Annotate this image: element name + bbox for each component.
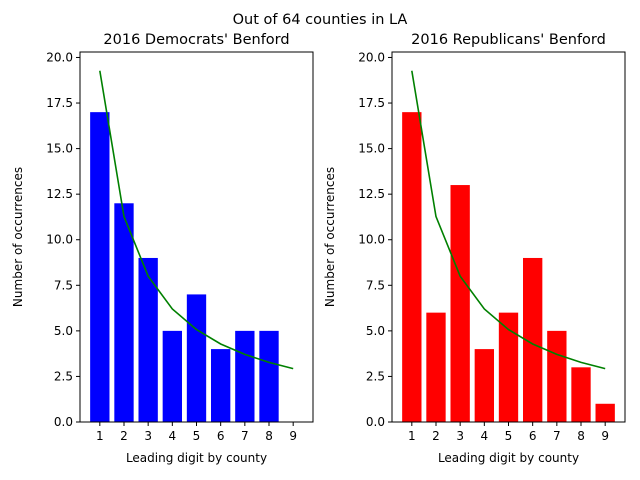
chart-panel-1: 1 2 3 4 5 6 7 8 9 0.0 2.5 5.0 7.5 10.0 12.5 15.0 17.5 20.… — [11, 32, 314, 465]
bar-2 — [114, 203, 134, 422]
x-tick-label: 3 — [456, 429, 464, 443]
y-tick-label: 20.0 — [358, 50, 385, 64]
y-tick-label: 10.0 — [358, 233, 385, 247]
chart-panels: 1 2 3 4 5 6 7 8 90.02.55.07.510.012.515.017.520.… — [11, 32, 626, 465]
bar-3 — [138, 257, 158, 422]
y-tick-label: 12.5 — [358, 187, 385, 201]
x-axis-label: Leading digit by county — [438, 451, 579, 465]
x-tick-label: 1 — [408, 429, 416, 443]
bar-1 — [90, 112, 110, 423]
bar-3 — [450, 185, 470, 422]
y-tick-label: 2.5 — [54, 369, 73, 383]
benford-expected-line — [99, 70, 294, 370]
y-tick-label: 5.0 — [366, 324, 385, 338]
y-tick-label: 7.5 — [366, 278, 385, 292]
y-tick-label: 17.5 — [358, 96, 385, 110]
bar-9 — [595, 403, 615, 422]
y-tick-label: 20.0 — [46, 50, 73, 64]
x-tick-label: 8 — [577, 429, 585, 443]
y-tick-label: 10.0 — [46, 233, 73, 247]
bar-2 — [426, 312, 446, 422]
bar-7 — [547, 330, 567, 422]
bar-4 — [162, 330, 182, 422]
x-tick-label: 6 — [529, 429, 537, 443]
y-tick-label: 0.0 — [54, 415, 73, 429]
y-tick-label: 7.5 — [54, 278, 73, 292]
y-tick-label: 0.0 — [366, 415, 385, 429]
x-tick-label: 4 — [481, 429, 489, 443]
bar-1 — [402, 112, 422, 423]
y-tick-label: 5.0 — [54, 324, 73, 338]
chart-panel-2: 1 2 3 4 5 6 7 8 9 0.0 2.5 5.0 7.5 10.0 12.5 15.0 17.5 20.… — [323, 32, 626, 465]
x-tick-label: 7 — [241, 429, 249, 443]
x-tick-label: 5 — [193, 429, 201, 443]
benford-expected-line — [411, 70, 606, 370]
bar-6 — [211, 349, 231, 422]
x-tick-label: 6 — [217, 429, 225, 443]
bar-6 — [523, 257, 543, 422]
x-tick-label: 2 — [120, 429, 128, 443]
y-axis-label: Number of occurrences — [323, 167, 337, 307]
bar-4 — [474, 349, 494, 422]
x-tick-label: 4 — [169, 429, 177, 443]
y-tick-label: 17.5 — [46, 96, 73, 110]
x-tick-label: 2 — [432, 429, 440, 443]
bar-7 — [235, 330, 255, 422]
bar-5 — [498, 312, 519, 422]
x-tick-label: 1 — [96, 429, 104, 443]
x-tick-label: 7 — [553, 429, 561, 443]
bar-8 — [571, 367, 591, 422]
x-tick-label: 9 — [289, 429, 297, 443]
y-tick-label: 12.5 — [46, 187, 73, 201]
y-tick-label: 15.0 — [46, 142, 73, 156]
x-axis-label: Leading digit by county — [126, 451, 267, 465]
bar-8 — [259, 330, 279, 422]
figure-suptitle: Out of 64 counties in LA — [233, 12, 408, 28]
bar-5 — [186, 294, 207, 422]
y-tick-label: 2.5 — [366, 369, 385, 383]
x-tick-label: 3 — [144, 429, 152, 443]
x-tick-label: 5 — [505, 429, 513, 443]
x-tick-label: 9 — [601, 429, 609, 443]
y-axis-label: Number of occurrences — [11, 167, 25, 307]
x-tick-label: 8 — [265, 429, 273, 443]
chart-title: 2016 Republicans' Benford — [411, 32, 606, 48]
chart-title: 2016 Democrats' Benford — [103, 32, 289, 48]
y-tick-label: 15.0 — [358, 142, 385, 156]
